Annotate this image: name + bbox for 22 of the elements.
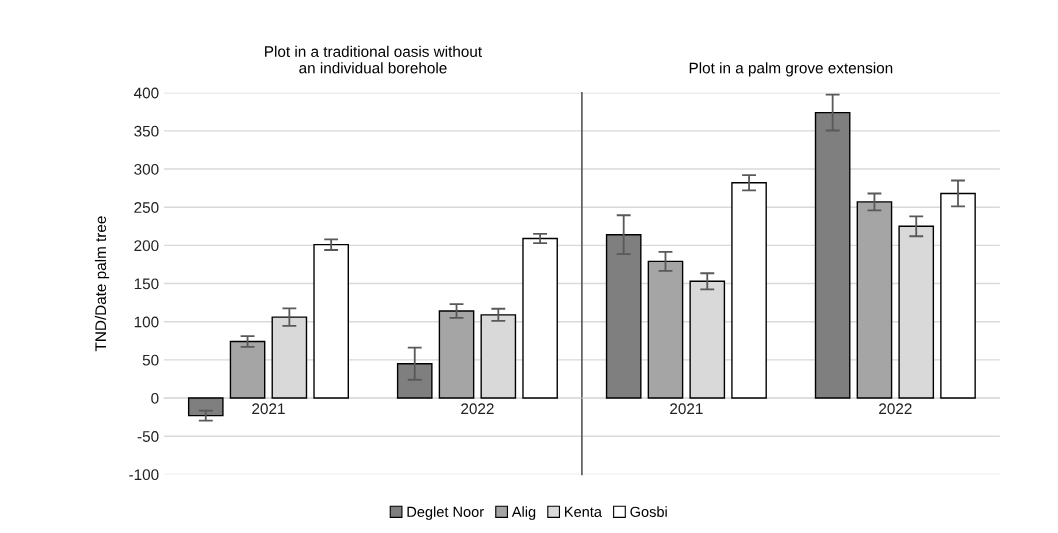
- legend-label: Deglet Noor: [407, 506, 484, 520]
- legend-label: Alig: [511, 506, 536, 520]
- x-tick-label: 2021: [252, 403, 285, 415]
- x-tick-label: 2022: [461, 403, 494, 415]
- y-tick-label: -50: [137, 431, 159, 442]
- y-tick-label: 300: [134, 163, 159, 175]
- legend-label: Kenta: [565, 506, 602, 517]
- y-tick-label: 400: [133, 87, 159, 99]
- y-axis-title: TND/Date palm tree: [94, 216, 110, 352]
- y-tick-label: 200: [134, 240, 159, 252]
- y-tick-label: 50: [142, 354, 159, 366]
- legend-label: Gosbi: [630, 506, 667, 517]
- chart-title: Plot in a palm grove extension: [689, 62, 893, 77]
- y-tick-label: 100: [134, 316, 159, 328]
- x-tick-label: 2022: [879, 403, 912, 415]
- x-tick-label: 2021: [670, 403, 703, 415]
- y-tick-label: 0: [151, 392, 159, 404]
- y-tick-label: 150: [134, 278, 159, 290]
- y-tick-label: 250: [134, 202, 159, 213]
- chart-title: Plot in a traditional oasis without an individual borehole: [265, 45, 482, 74]
- y-tick-label: 350: [134, 125, 159, 137]
- y-tick-label: -100: [129, 469, 159, 481]
